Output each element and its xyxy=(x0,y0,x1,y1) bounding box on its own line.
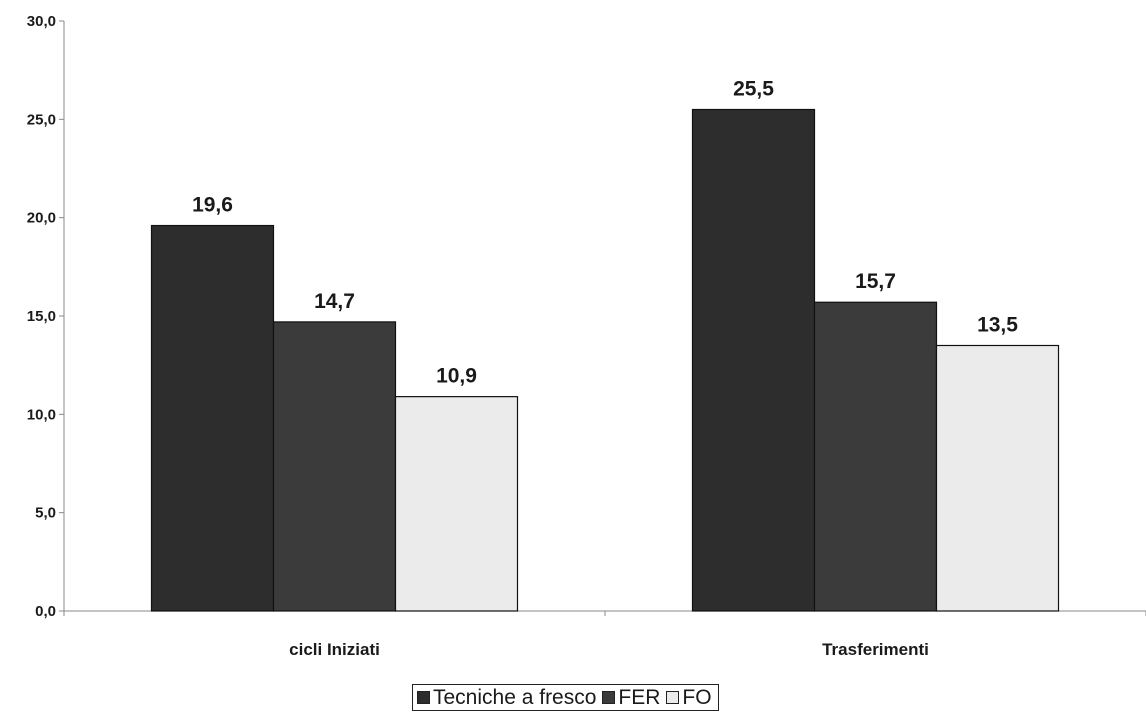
bars xyxy=(150,108,1060,612)
legend-label-fer: FER xyxy=(618,686,661,709)
data-label: 10,9 xyxy=(436,365,477,388)
legend: Tecniche a fresco FER FO xyxy=(412,684,719,711)
legend-item-tecniche: Tecniche a fresco xyxy=(417,687,596,708)
legend-label-tecniche: Tecniche a fresco xyxy=(433,686,597,709)
bar-1-1 xyxy=(813,301,938,612)
bar-2-0 xyxy=(394,396,519,612)
data-label: 14,7 xyxy=(314,290,355,313)
legend-swatch-tecniche xyxy=(417,691,430,704)
x-category-label: Trasferimenti xyxy=(822,640,929,659)
y-tick-label: 20,0 xyxy=(27,210,56,227)
y-tick-label: 30,0 xyxy=(27,13,56,30)
data-label: 13,5 xyxy=(977,314,1018,337)
y-tick-label: 0,0 xyxy=(35,603,56,620)
data-label: 19,6 xyxy=(192,194,233,217)
bar-0-0 xyxy=(150,224,275,612)
y-tick-label: 10,0 xyxy=(27,406,56,423)
bar-0-1 xyxy=(691,108,816,612)
x-category-label: cicli Iniziati xyxy=(289,640,380,659)
legend-swatch-fo xyxy=(666,691,680,704)
bar-1-0 xyxy=(272,321,397,612)
bar-2-1 xyxy=(935,344,1060,612)
y-tick-label: 5,0 xyxy=(35,505,56,522)
legend-swatch-fer xyxy=(602,691,616,704)
labels: 19,6 14,7 10,9 cicli Iniziati 25,5 15,7 13,5 Tr… xyxy=(192,78,1018,660)
y-tick-label: 15,0 xyxy=(27,308,56,325)
data-label: 25,5 xyxy=(733,78,774,101)
legend-item-fer: FER xyxy=(602,687,660,708)
bar-chart: 0,0 5,0 10,0 15,0 20,0 25,0 30,0 19,6 14,7 10,9 c… xyxy=(27,13,1146,660)
legend-item-fo: FO xyxy=(666,686,712,709)
legend-label-fo: FO xyxy=(682,686,712,709)
y-tick-label: 25,0 xyxy=(27,111,56,128)
data-label: 15,7 xyxy=(855,270,896,293)
